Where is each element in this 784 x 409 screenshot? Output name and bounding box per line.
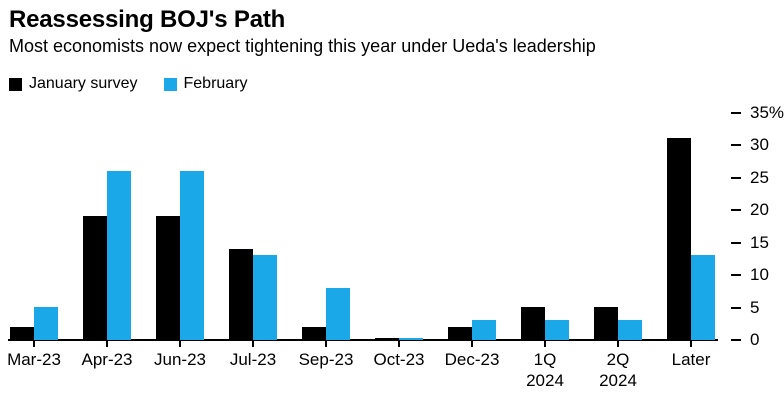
x-axis-tick — [690, 341, 692, 347]
legend-item-february: February — [163, 75, 248, 93]
bar-january-apr-23 — [83, 216, 107, 340]
bar-january-dec-23 — [448, 327, 472, 340]
x-axis-label-2q-2024: 2Q 2024 — [599, 350, 637, 390]
x-axis-tick — [106, 341, 108, 347]
legend-label-january: January survey — [29, 75, 138, 92]
bar-january-jun-23 — [156, 216, 180, 340]
y-axis-tick — [731, 176, 741, 179]
bar-february-1q-2024 — [545, 320, 569, 340]
x-axis-tick — [398, 341, 400, 347]
y-axis-tick-label: 25 — [750, 167, 769, 187]
y-axis-tick-label: 10 — [750, 265, 769, 284]
legend-item-january-survey: January survey — [9, 75, 138, 93]
x-axis-label-dec-23: Dec-23 — [444, 350, 500, 369]
x-axis-label-oct-23: Oct-23 — [373, 350, 425, 369]
x-axis-tick — [179, 341, 181, 347]
x-axis-label-mar-23: Mar-23 — [7, 350, 61, 369]
bar-february-sep-23 — [326, 288, 350, 340]
y-axis-tick — [731, 111, 741, 114]
bar-february-jun-23 — [180, 171, 204, 340]
x-axis-tick — [617, 341, 619, 347]
x-axis-label-apr-23: Apr-23 — [81, 350, 133, 369]
bar-february-jul-23 — [253, 255, 277, 340]
bar-february-later — [691, 255, 715, 340]
bar-february-2q-2024 — [618, 320, 642, 340]
x-axis-tick — [252, 341, 254, 347]
legend: January survey February — [9, 75, 248, 93]
y-axis-tick — [731, 339, 741, 341]
bar-february-apr-23 — [107, 171, 131, 340]
y-axis-tick-label: 30 — [750, 135, 769, 154]
y-axis-tick — [731, 306, 741, 309]
bar-january-2q-2024 — [594, 307, 618, 340]
bar-february-dec-23 — [472, 320, 496, 340]
x-axis-tick — [325, 341, 327, 347]
legend-swatch-february-icon — [163, 77, 177, 91]
x-axis-line — [8, 339, 718, 341]
x-axis-tick — [544, 341, 546, 347]
chart-subtitle: Most economists now expect tightening th… — [9, 36, 596, 56]
y-axis-tick-label: 0 — [750, 330, 760, 349]
y-axis-tick-label: 15 — [750, 232, 769, 252]
legend-label-february: February — [183, 75, 248, 92]
y-axis-tick-label: 5 — [750, 297, 760, 317]
bar-january-mar-23 — [10, 327, 34, 340]
x-axis-tick — [471, 341, 473, 347]
x-axis-label-1q-2024: 1Q 2024 — [526, 350, 564, 390]
chart-title: Reassessing BOJ's Path — [9, 6, 286, 33]
bar-january-jul-23 — [229, 249, 253, 340]
x-axis-label-jun-23: Jun-23 — [154, 350, 206, 369]
bar-february-mar-23 — [34, 307, 58, 340]
x-axis-label-jul-23: Jul-23 — [229, 350, 277, 369]
x-axis-label-later: Later — [671, 350, 711, 369]
y-axis-tick — [731, 209, 741, 211]
bar-february-oct-23 — [399, 338, 423, 340]
y-axis-tick-label: 20 — [750, 200, 769, 219]
bar-january-sep-23 — [302, 327, 326, 340]
y-axis-tick-label: 35% — [750, 102, 784, 122]
y-axis-tick — [731, 241, 741, 244]
bar-january-later — [667, 138, 691, 340]
x-axis-tick — [33, 341, 35, 347]
legend-swatch-january-icon — [9, 77, 22, 91]
y-axis-tick — [731, 274, 741, 276]
x-axis-label-sep-23: Sep-23 — [298, 350, 354, 369]
y-axis-tick — [731, 144, 741, 146]
bar-january-1q-2024 — [521, 307, 545, 340]
bar-january-oct-23 — [375, 338, 399, 340]
